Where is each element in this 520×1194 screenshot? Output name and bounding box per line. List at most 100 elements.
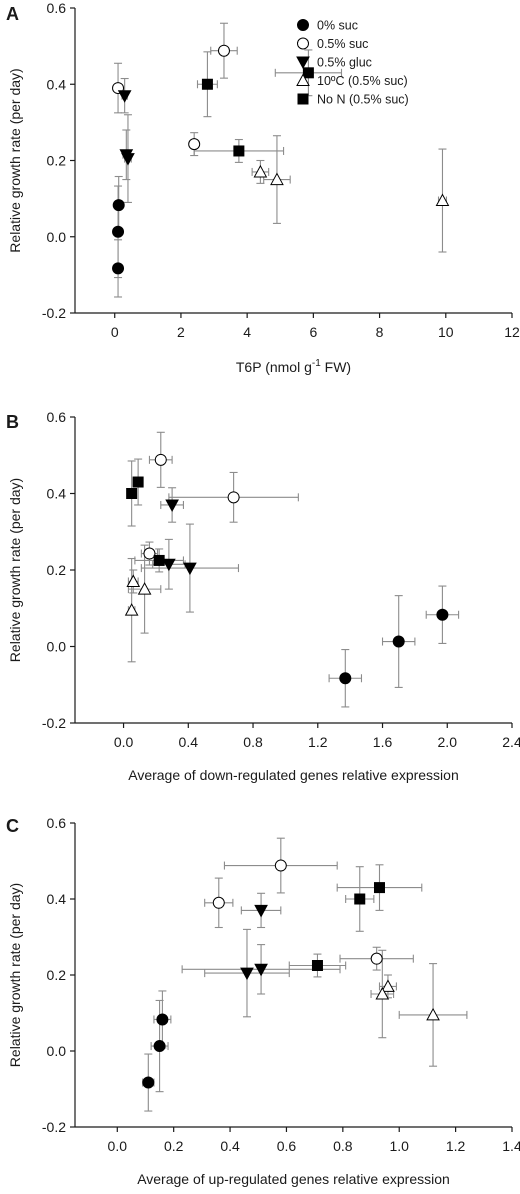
data-point [153,1040,166,1053]
data-point [183,562,197,576]
x-tick-label: 0.2 [164,1138,184,1154]
panel-c-chart: C -0.2 0.0 0.2 0.4 0.6 0.0 0.2 0.4 0.6 0.8 1.0 1.2 1.… [6,815,520,1187]
data-point [121,153,135,166]
data-point [154,453,167,466]
y-tick-label: 0.2 [47,967,67,983]
data-point [254,904,268,918]
legend-label: 0.5% suc [317,37,368,51]
data-point [339,672,352,685]
data-point [153,554,165,566]
data-point [270,172,284,186]
y-axis-label: Relative growth rate (per day) [7,883,23,1067]
y-tick-label: 0.6 [47,815,67,831]
data-point [124,603,139,616]
data-point [435,193,450,207]
y-tick-label: 0.0 [47,639,67,655]
data-point [370,952,383,965]
x-axis-label: Average of down-regulated genes relative… [128,767,459,783]
data-point [227,491,240,504]
x-tick-label: 12 [504,324,520,340]
x-tick-label: 1.2 [308,734,328,750]
y-tick-label: 0.4 [47,486,67,502]
x-tick-label: 10 [438,324,454,340]
x-tick-label: 2 [177,324,185,340]
data-point [156,1013,169,1026]
data-point [302,67,314,79]
x-tick-label: 8 [376,324,384,340]
y-axis-label: Relative growth rate (per day) [7,478,23,662]
y-tick-label: 0.0 [47,1043,67,1059]
x-tick-label: 1.0 [389,1138,409,1154]
y-tick-label: 0.6 [47,409,67,425]
data-point [426,1007,440,1021]
x-axis-label: Average of up-regulated genes relative e… [137,1171,450,1187]
x-tick-label: 2.4 [502,734,520,750]
data-point [132,476,144,488]
x-tick-label: 1.6 [373,734,393,750]
panel-letter: A [6,4,19,24]
x-tick-label: 4 [243,324,251,340]
y-tick-label: 0.6 [47,0,67,16]
data-point [375,986,390,1000]
x-tick-label: 2.0 [438,734,458,750]
x-tick-label: 0.8 [243,734,263,750]
y-tick-label: 0.2 [47,153,67,169]
data-point [188,138,201,151]
data-point [201,78,213,90]
panel-letter: C [6,816,19,836]
data-point [112,199,125,212]
x-tick-label: 0.6 [277,1138,297,1154]
data-point [373,882,385,894]
legend-label: 10ºC (0.5% suc) [317,74,408,88]
legend-marker [297,37,309,50]
legend-label: No N (0.5% suc) [317,93,409,107]
y-axis-label: Relative growth rate (per day) [7,68,23,252]
y-tick-label: -0.2 [42,305,66,321]
data-point [117,90,132,103]
x-tick-label: 1.4 [502,1138,520,1154]
legend-label: 0.5% gluc [317,56,372,70]
x-tick-label: 0 [111,324,119,340]
data-point [143,547,156,560]
data-point [254,963,268,977]
data-point [112,225,125,238]
legend-label: 0% suc [317,19,358,33]
x-tick-label: 6 [309,324,317,340]
data-point [137,582,152,595]
y-tick-label: -0.2 [42,1119,66,1135]
data-point [142,1076,155,1089]
legend-marker [296,73,310,86]
y-tick-label: 0.0 [47,229,67,245]
y-tick-label: 0.4 [47,76,67,92]
x-axis-label-tail: FW) [321,359,351,375]
x-tick-label: 0.0 [108,1138,128,1154]
panel-b-chart: B -0.2 0.0 0.2 0.4 0.6 0.0 0.4 0.8 1.2 1.6 2.0 2.4 Av… [6,409,520,783]
data-point [126,488,138,499]
data-point [253,164,268,178]
legend-marker [296,56,310,70]
data-point [126,574,141,587]
y-tick-label: 0.2 [47,562,67,578]
data-point [233,145,245,157]
x-tick-label: 1.2 [446,1138,466,1154]
data-point [112,262,125,275]
legend-marker [297,19,309,31]
data-point [381,979,395,992]
x-tick-label: 0.4 [220,1138,240,1154]
x-axis-label-text: T6P (nmol g [236,359,312,375]
y-tick-label: 0.4 [47,891,67,907]
data-point [217,44,230,57]
data-point [162,558,176,572]
panel-a-chart: A -0.2 0.0 0.2 0.4 0.6 0 2 4 6 8 10 12 T6P (nmol g-1 … [6,0,520,375]
data-point [240,967,254,981]
x-tick-label: 0.8 [333,1138,353,1154]
data-point [165,499,179,513]
x-tick-label: 0.4 [179,734,199,750]
panel-letter: B [6,412,19,432]
legend-marker [297,93,309,105]
data-point [436,608,449,621]
data-point [212,896,225,909]
data-point [311,960,323,971]
x-axis-label: T6P (nmol g-1 FW) [236,358,351,375]
